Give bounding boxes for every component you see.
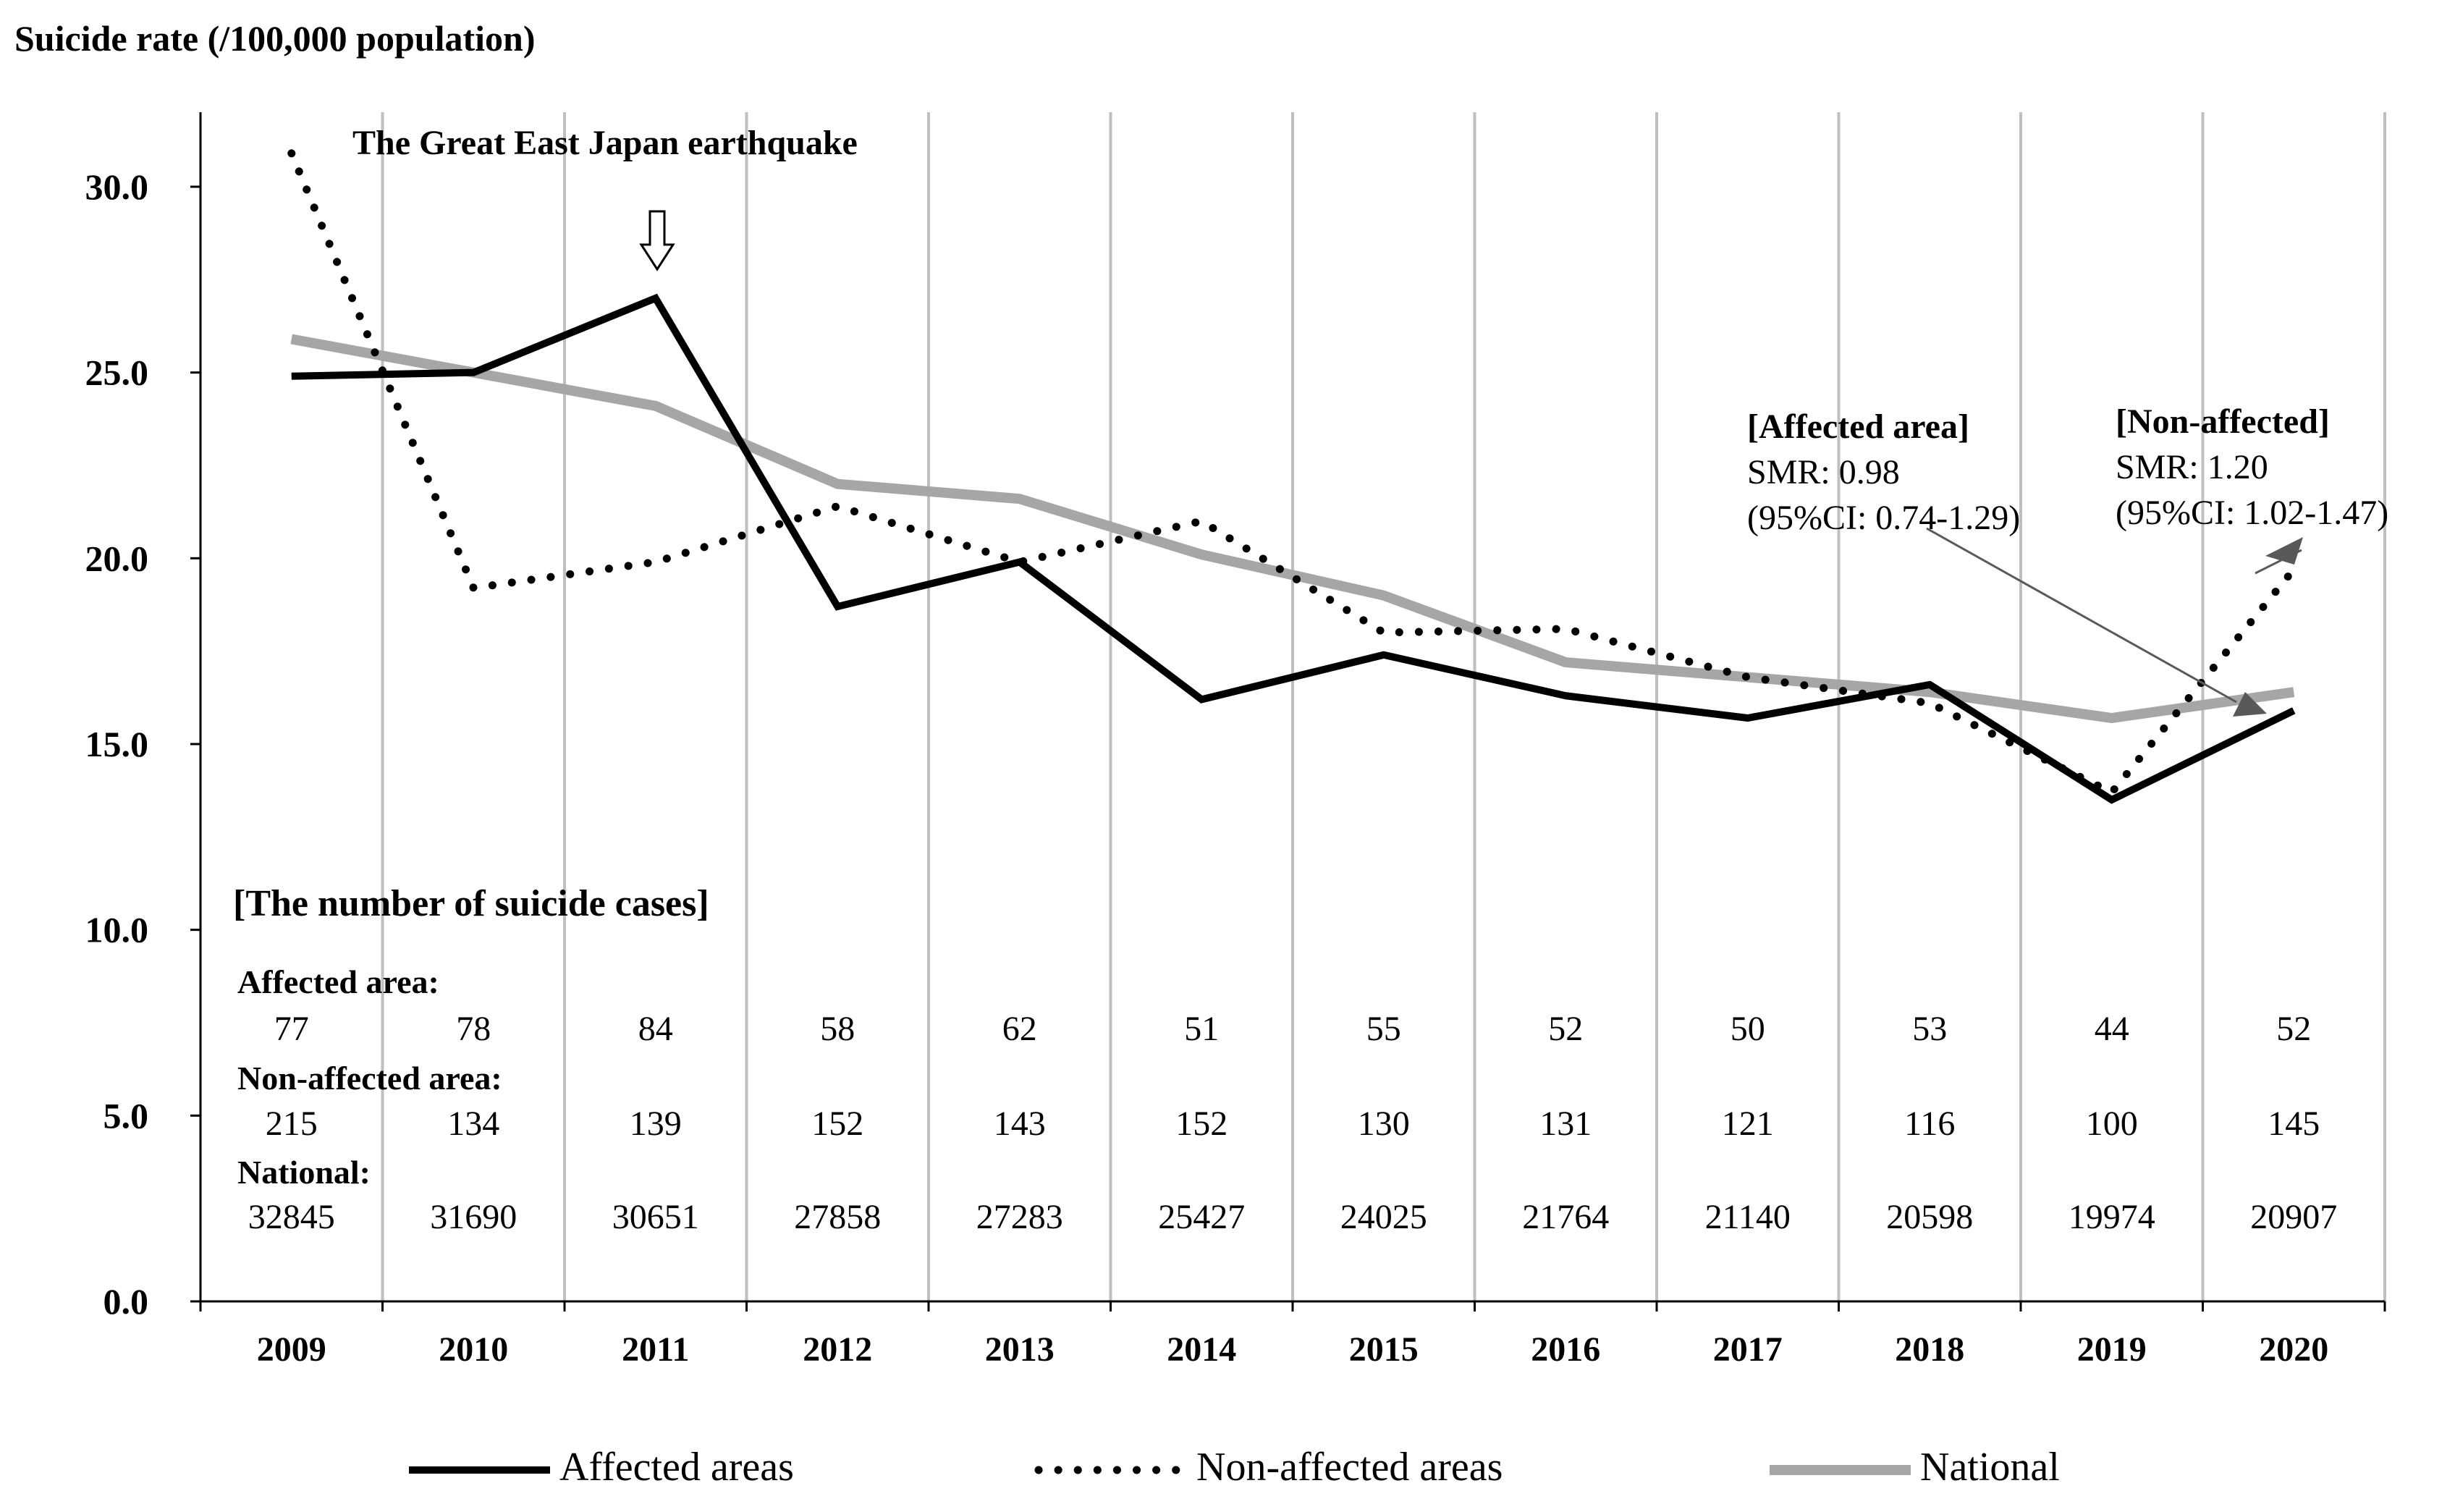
case-count-nonaffected: 116	[1904, 1105, 1955, 1143]
case-count-affected: 50	[1731, 1010, 1765, 1048]
case-count-national: 24025	[1340, 1198, 1427, 1236]
case-count-national: 21764	[1522, 1198, 1609, 1236]
case-count-nonaffected: 121	[1722, 1105, 1774, 1143]
case-count-nonaffected: 152	[1175, 1105, 1228, 1143]
y-tick-label: 0.0	[103, 1281, 149, 1322]
series-lines	[287, 149, 2298, 804]
earthquake-annotation: The Great East Japan earthquake	[352, 124, 858, 271]
case-count-nonaffected: 152	[811, 1105, 863, 1143]
case-count-national: 21140	[1705, 1198, 1791, 1236]
case-count-affected: 44	[2095, 1010, 2129, 1048]
case-count-nonaffected: 145	[2268, 1105, 2320, 1143]
gridlines	[381, 112, 2386, 1301]
x-tick-label: 2011	[622, 1330, 689, 1369]
x-tick-label: 2013	[985, 1330, 1055, 1369]
series-line-national	[290, 334, 2295, 724]
y-tick-label: 25.0	[85, 352, 149, 393]
cases-affected-label: Affected area:	[237, 963, 439, 1000]
nonaffected-smr-ci: (95%CI: 1.02-1.47)	[2116, 494, 2388, 532]
cases-nonaffected-label: Non-affected area:	[237, 1060, 502, 1097]
y-tick-label: 10.0	[85, 910, 149, 950]
affected-smr-title: [Affected area]	[1747, 407, 1969, 446]
case-count-affected: 52	[2276, 1010, 2311, 1048]
case-count-nonaffected: 134	[447, 1105, 499, 1143]
x-tick-label: 2017	[1713, 1330, 1783, 1369]
case-counts: [The number of suicide cases] Affected a…	[233, 883, 2337, 1236]
case-count-national: 25427	[1158, 1198, 1245, 1236]
case-count-national: 27283	[976, 1198, 1063, 1236]
case-count-affected: 77	[274, 1010, 309, 1048]
y-tick-label: 20.0	[85, 538, 149, 578]
nonaffected-smr-title: [Non-affected]	[2116, 402, 2330, 441]
affected-smr-annotation: [Affected area] SMR: 0.98 (95%CI: 0.74-1…	[1747, 407, 2267, 717]
case-count-national: 30651	[612, 1198, 699, 1236]
x-ticks: 2009 2010 2011 2012 2013 2014 2015 2016 2017 2018…	[199, 1301, 2386, 1369]
case-count-nonaffected: 100	[2086, 1105, 2138, 1143]
nonaffected-smr-annotation: [Non-affected] SMR: 1.20 (95%CI: 1.02-1.…	[2116, 402, 2388, 575]
case-count-national: 19974	[2069, 1198, 2155, 1236]
case-count-affected: 55	[1366, 1010, 1401, 1048]
cases-title: [The number of suicide cases]	[233, 883, 709, 924]
case-count-national: 20907	[2250, 1198, 2337, 1236]
y-tick-label: 15.0	[85, 724, 149, 764]
y-tick-label: 5.0	[103, 1095, 149, 1136]
legend-label: Affected areas	[559, 1445, 794, 1490]
x-tick-label: 2010	[439, 1330, 508, 1369]
case-count-nonaffected: 143	[994, 1105, 1046, 1143]
x-tick-label: 2014	[1167, 1330, 1236, 1369]
case-count-national: 32845	[248, 1198, 335, 1236]
affected-smr-arrowhead-icon	[2233, 692, 2267, 717]
x-tick-label: 2020	[2259, 1330, 2328, 1369]
case-count-national: 31690	[430, 1198, 517, 1236]
case-count-national: 20598	[1886, 1198, 1973, 1236]
x-tick-label: 2015	[1349, 1330, 1419, 1369]
case-count-national: 27858	[794, 1198, 881, 1236]
nonaffected-smr-arrowhead-icon	[2265, 537, 2303, 565]
legend-label: National	[1920, 1445, 2060, 1490]
y-axis-title: Suicide rate (/100,000 population)	[14, 18, 535, 59]
case-count-nonaffected: 139	[630, 1105, 682, 1143]
cases-rows: 77 78 84 58 62 51 55 52 50 53 44 52 215 134 139 152 143 1…	[248, 1010, 2338, 1236]
series-line-affected-areas	[291, 293, 2296, 804]
case-count-affected: 53	[1912, 1010, 1947, 1048]
affected-smr-value: SMR: 0.98	[1747, 453, 1900, 491]
x-tick-label: 2018	[1895, 1330, 1964, 1369]
x-tick-label: 2016	[1531, 1330, 1600, 1369]
y-tick-label: 30.0	[85, 166, 149, 207]
affected-smr-ci: (95%CI: 0.74-1.29)	[1747, 499, 2020, 537]
case-count-nonaffected: 130	[1358, 1105, 1410, 1143]
case-count-affected: 84	[638, 1010, 673, 1048]
cases-national-label: National:	[237, 1154, 371, 1191]
earthquake-label: The Great East Japan earthquake	[352, 124, 858, 162]
case-count-nonaffected: 215	[266, 1105, 318, 1143]
case-count-affected: 52	[1548, 1010, 1583, 1048]
affected-smr-pointer	[1926, 527, 2237, 704]
legend-label: Non-affected areas	[1196, 1445, 1503, 1490]
case-count-nonaffected: 131	[1539, 1105, 1592, 1143]
case-count-affected: 51	[1184, 1010, 1219, 1048]
earthquake-arrow-icon	[639, 210, 675, 271]
series-line-non-affected-areas	[287, 149, 2298, 798]
case-count-affected: 62	[1002, 1010, 1037, 1048]
x-tick-label: 2012	[803, 1330, 872, 1369]
case-count-affected: 58	[820, 1010, 855, 1048]
y-ticks: 0.0 5.0 10.0 15.0 20.0 25.0 30.0	[85, 166, 200, 1322]
x-tick-label: 2009	[257, 1330, 326, 1369]
case-count-affected: 78	[456, 1010, 491, 1048]
legend: Affected areas Non-affected areas National	[409, 1445, 2060, 1490]
nonaffected-smr-value: SMR: 1.20	[2116, 448, 2268, 486]
x-tick-label: 2019	[2077, 1330, 2147, 1369]
